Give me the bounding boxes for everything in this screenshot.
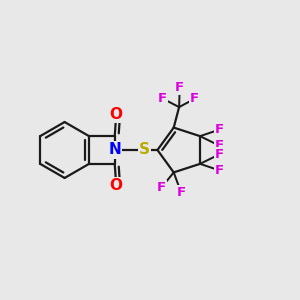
Text: F: F <box>176 186 186 199</box>
Text: N: N <box>108 142 121 158</box>
Text: O: O <box>110 178 123 193</box>
Text: F: F <box>214 148 224 161</box>
Text: F: F <box>214 164 224 177</box>
Text: F: F <box>214 139 224 152</box>
Text: F: F <box>214 123 224 136</box>
Text: F: F <box>158 92 166 105</box>
Text: F: F <box>190 92 199 105</box>
Text: S: S <box>139 142 150 158</box>
Text: O: O <box>110 107 123 122</box>
Text: F: F <box>157 181 166 194</box>
Text: F: F <box>175 82 184 94</box>
